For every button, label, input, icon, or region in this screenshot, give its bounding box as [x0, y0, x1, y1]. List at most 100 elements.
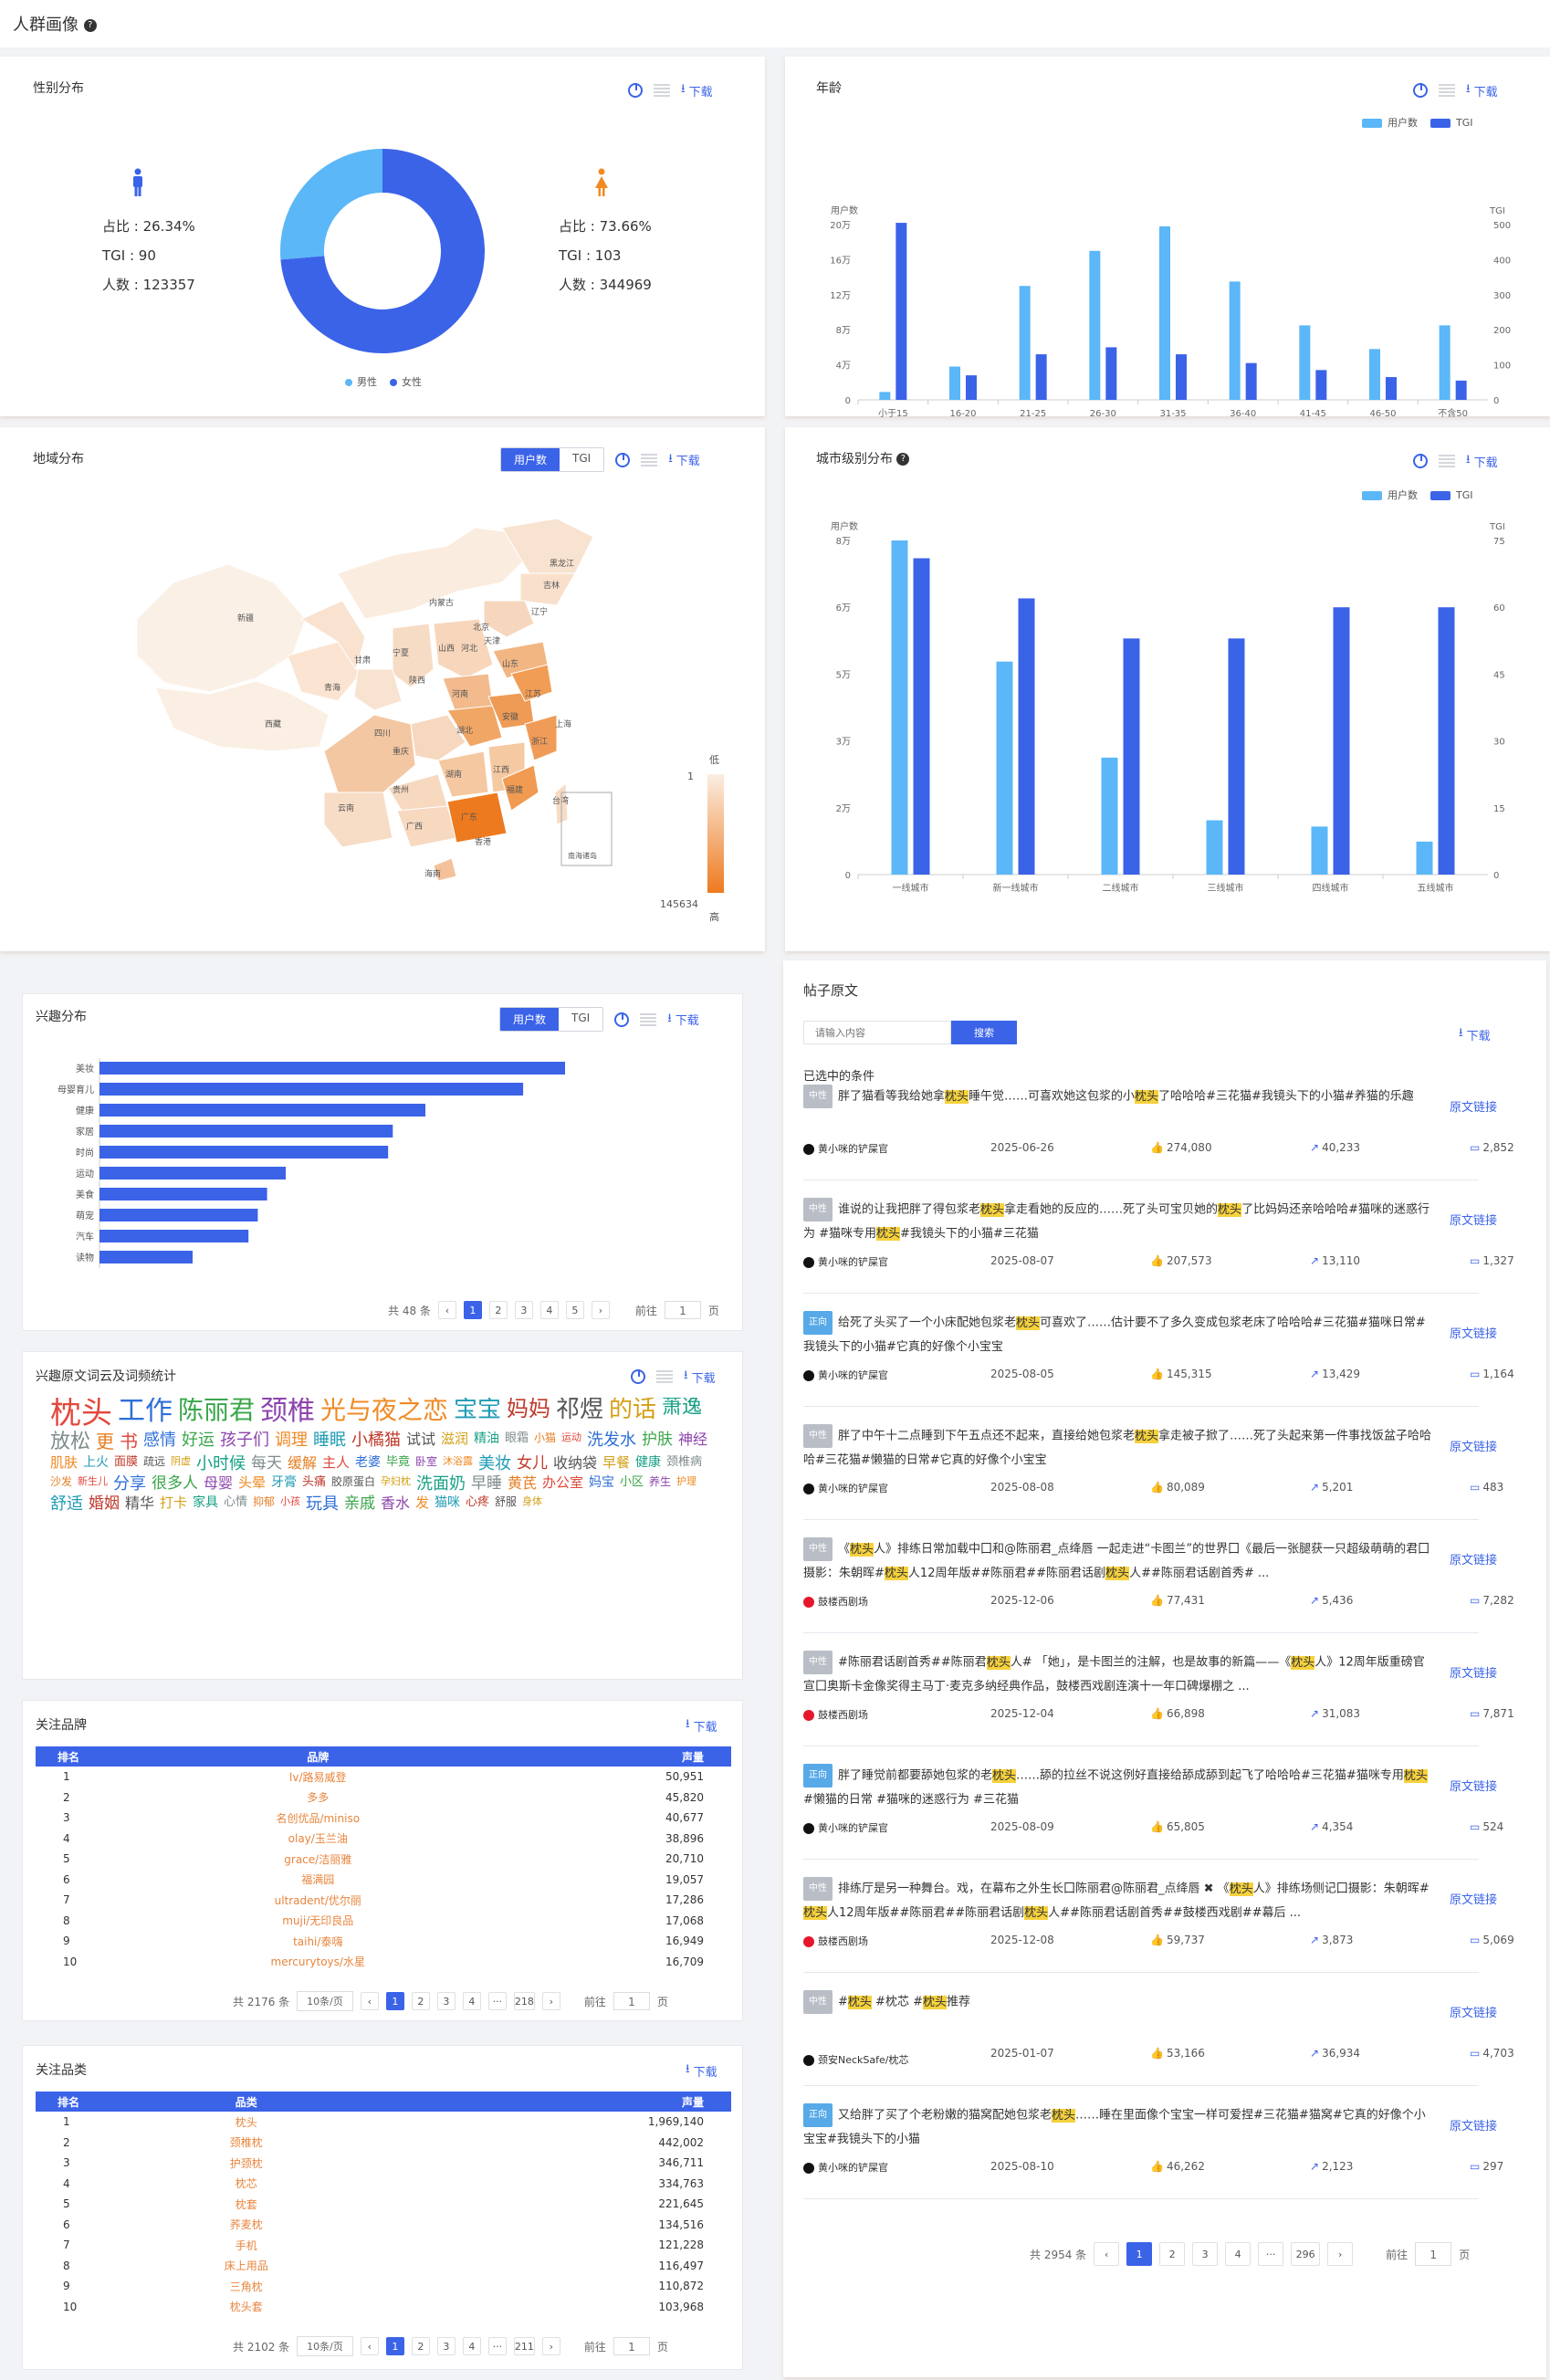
page-button[interactable]: 4	[1225, 2242, 1252, 2266]
cloud-word[interactable]: 试试	[406, 1431, 436, 1448]
name-cell[interactable]: ultradent/优尔丽	[274, 1893, 361, 1907]
name-cell[interactable]: muji/无印良品	[282, 1914, 354, 1928]
cloud-word[interactable]: 好运	[182, 1431, 215, 1450]
cloud-word[interactable]: 孕妇枕	[381, 1475, 411, 1487]
cloud-word[interactable]: 主人	[322, 1454, 351, 1471]
name-cell[interactable]: taihi/泰嗨	[293, 1934, 343, 1948]
pie-chart-icon[interactable]	[1413, 454, 1428, 468]
original-link[interactable]: 原文链接	[1450, 1780, 1498, 1794]
cloud-word[interactable]: 洗面奶	[416, 1474, 466, 1494]
cloud-word[interactable]: 每天	[251, 1454, 282, 1473]
cloud-word[interactable]: 上火	[83, 1455, 109, 1470]
tab-users[interactable]: 用户数	[501, 448, 560, 471]
cloud-word[interactable]: 睡眠	[313, 1431, 346, 1450]
search-input[interactable]	[803, 1021, 951, 1044]
cloud-word[interactable]: 美妆	[478, 1454, 511, 1473]
cloud-word[interactable]: 老婆	[355, 1455, 381, 1470]
cloud-word[interactable]: 缓解	[288, 1454, 318, 1472]
page-button[interactable]: 218	[513, 1992, 535, 2010]
page-button[interactable]: 4	[462, 2337, 481, 2355]
cloud-word[interactable]: 早餐	[602, 1454, 631, 1471]
cloud-word[interactable]: 精华	[125, 1494, 155, 1512]
page-button[interactable]: 4	[539, 1301, 559, 1319]
cloud-word[interactable]: 护肤	[642, 1431, 673, 1449]
legend-users[interactable]: 用户数	[1362, 115, 1418, 130]
legend-male[interactable]: 男性	[345, 374, 377, 389]
original-link[interactable]: 原文链接	[1450, 2120, 1498, 2134]
page-button[interactable]: 1	[463, 1301, 482, 1319]
prev-page-button[interactable]: ‹	[1094, 2242, 1120, 2266]
prev-page-button[interactable]: ‹	[360, 1992, 379, 2010]
page-button[interactable]: 2	[411, 1992, 430, 2010]
page-button[interactable]: 296	[1291, 2242, 1321, 2266]
goto-page-input[interactable]: 1	[1415, 2242, 1452, 2266]
cloud-word[interactable]: 肌肤	[50, 1454, 79, 1471]
cloud-word[interactable]: 打卡	[160, 1494, 188, 1511]
cloud-word[interactable]: 牙膏	[271, 1475, 297, 1490]
cloud-word[interactable]: 收纳袋	[553, 1454, 598, 1472]
cloud-word[interactable]: 毕竟	[386, 1455, 411, 1469]
name-cell[interactable]: 福满园	[301, 1873, 335, 1887]
legend-tgi[interactable]: TGI	[1430, 489, 1473, 501]
cloud-word[interactable]: 孩子们	[220, 1431, 269, 1450]
table-view-icon[interactable]	[656, 1370, 673, 1383]
cloud-word[interactable]: 玩具	[306, 1494, 339, 1514]
rank-header[interactable]: 排名	[36, 1746, 145, 1767]
tab-users[interactable]: 用户数	[500, 1008, 560, 1031]
page-button[interactable]: 3	[436, 1992, 456, 2010]
page-ellipsis[interactable]: ···	[1258, 2242, 1284, 2266]
goto-page-input[interactable]: 1	[664, 1301, 701, 1319]
goto-page-input[interactable]: 1	[613, 1992, 650, 2010]
original-link[interactable]: 原文链接	[1450, 1667, 1498, 1681]
cloud-word[interactable]: 头晕	[238, 1474, 267, 1491]
cloud-word[interactable]: 舒适	[50, 1494, 83, 1514]
download-button[interactable]: ⭳ 下载	[686, 1717, 717, 1735]
page-button[interactable]: 3	[1192, 2242, 1219, 2266]
pie-chart-icon[interactable]	[615, 452, 631, 467]
name-cell[interactable]: 床上用品	[224, 2259, 268, 2273]
original-link[interactable]: 原文链接	[1450, 1214, 1498, 1228]
cloud-word[interactable]: 疏远	[143, 1455, 166, 1468]
cloud-word[interactable]: 更	[96, 1431, 114, 1452]
original-link[interactable]: 原文链接	[1450, 1101, 1498, 1115]
page-button[interactable]: 3	[436, 2337, 456, 2355]
page-size-select[interactable]: 10条/页	[297, 1991, 353, 2011]
name-cell[interactable]: 手机	[235, 2238, 257, 2252]
cloud-word[interactable]: 面膜	[114, 1455, 139, 1469]
download-button[interactable]: ⭳ 下载	[684, 1368, 716, 1386]
cloud-word[interactable]: 卧室	[415, 1455, 438, 1468]
page-button[interactable]: 5	[565, 1301, 584, 1319]
cloud-word[interactable]: 黄芪	[508, 1474, 538, 1492]
cloud-word[interactable]: 阴虚	[171, 1455, 191, 1467]
cloud-word[interactable]: 小时候	[196, 1454, 246, 1473]
page-button[interactable]: 2	[1159, 2242, 1186, 2266]
prev-page-button[interactable]: ‹	[437, 1301, 456, 1319]
cloud-word[interactable]: 书	[120, 1431, 138, 1452]
name-cell[interactable]: 颈椎枕	[229, 2136, 263, 2150]
download-button[interactable]: ⭳ 下载	[668, 451, 700, 469]
download-button[interactable]: ⭳ 下载	[681, 82, 713, 100]
page-button[interactable]: 1	[1126, 2242, 1153, 2266]
pie-chart-icon[interactable]	[628, 83, 643, 98]
name-cell[interactable]: 枕芯	[235, 2177, 257, 2191]
cloud-word[interactable]: 精油	[474, 1431, 499, 1446]
pie-chart-icon[interactable]	[1413, 83, 1428, 98]
question-circle-icon[interactable]: ?	[896, 453, 910, 466]
cloud-word[interactable]: 很多人	[152, 1474, 198, 1493]
cloud-word[interactable]: 猫咪	[435, 1495, 460, 1510]
download-button[interactable]: ⭳ 下载	[667, 1011, 699, 1029]
name-cell[interactable]: 名创优品/miniso	[276, 1811, 361, 1825]
page-button[interactable]: 2	[488, 1301, 508, 1319]
page-button[interactable]: 1	[385, 1992, 404, 2010]
original-link[interactable]: 原文链接	[1450, 1893, 1498, 1907]
cloud-word[interactable]: 新生儿	[78, 1475, 108, 1487]
cloud-word[interactable]: 放松	[50, 1431, 91, 1453]
cloud-word[interactable]: 感情	[143, 1431, 176, 1450]
download-button[interactable]: ⭳ 下载	[1466, 82, 1498, 100]
name-cell[interactable]: lv/路易威登	[289, 1770, 347, 1784]
cloud-word[interactable]: 工作	[118, 1398, 173, 1427]
cloud-word[interactable]: 母婴	[204, 1474, 234, 1492]
next-page-button[interactable]: ›	[541, 1992, 560, 2010]
cloud-word[interactable]: 养生	[649, 1475, 672, 1488]
name-cell[interactable]: mercurytoys/水星	[270, 1955, 365, 1969]
